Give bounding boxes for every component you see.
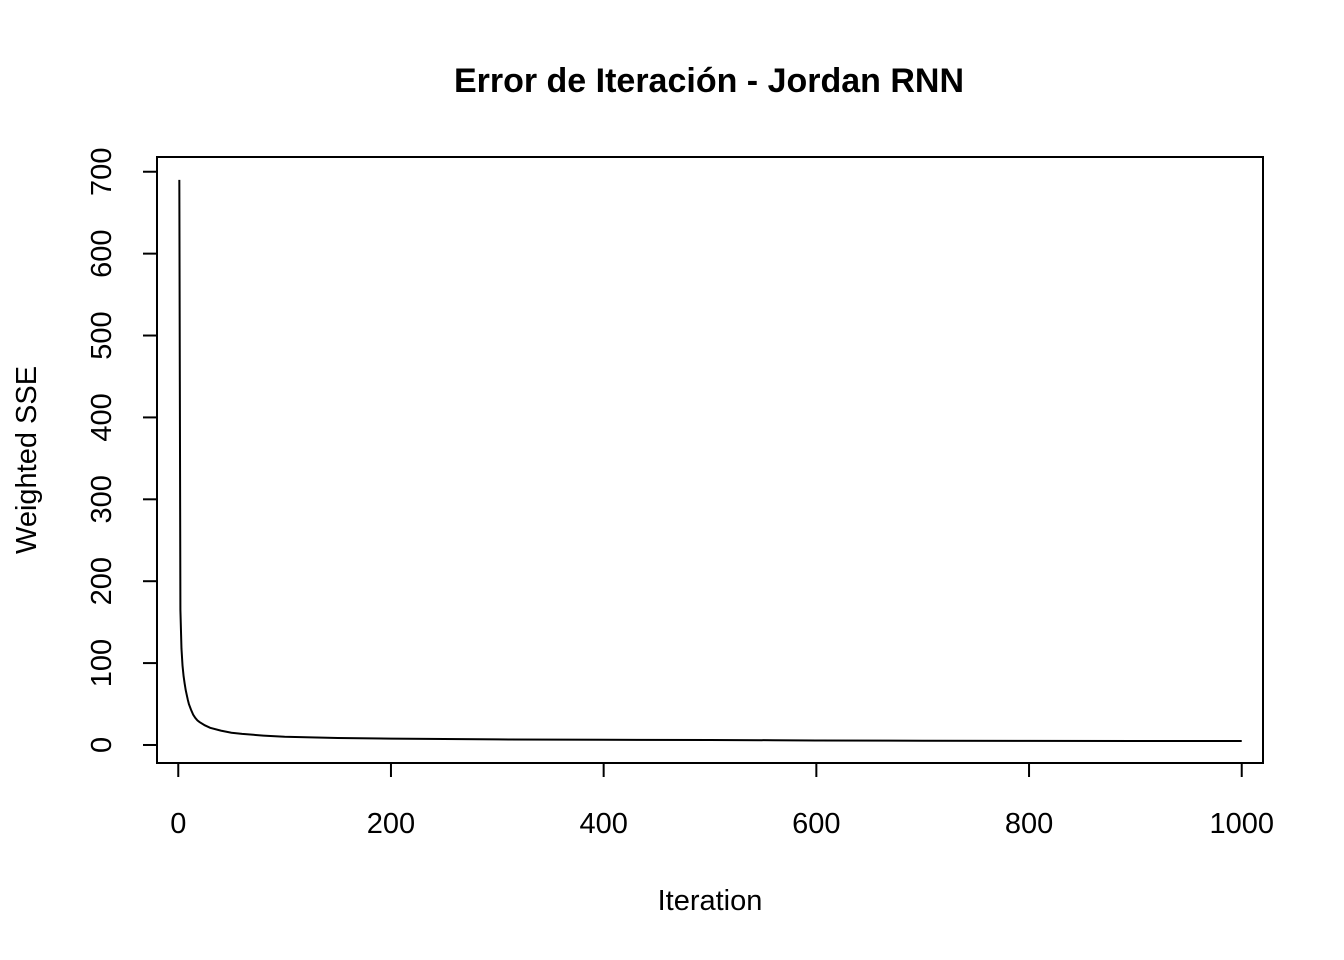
x-tick-label: 600 bbox=[792, 808, 840, 840]
x-tick-label: 400 bbox=[579, 808, 627, 840]
y-tick-label: 600 bbox=[86, 229, 118, 277]
plot-frame bbox=[156, 156, 1264, 764]
y-axis: 0 100 200 300 400 500 600 700 bbox=[86, 148, 158, 753]
y-tick-label: 700 bbox=[86, 148, 118, 196]
x-tick-label: 0 bbox=[170, 808, 186, 840]
y-tick-label: 100 bbox=[86, 639, 118, 687]
series-line bbox=[178, 179, 1242, 743]
y-tick-label: 400 bbox=[86, 393, 118, 441]
x-tick-label: 200 bbox=[367, 808, 415, 840]
x-tick-label: 800 bbox=[1005, 808, 1053, 840]
chart-title: Error de Iteración - Jordan RNN bbox=[454, 62, 964, 100]
y-tick-label: 300 bbox=[86, 475, 118, 523]
y-axis-label: Weighted SSE bbox=[11, 366, 43, 554]
y-tick-label: 200 bbox=[86, 557, 118, 605]
x-axis-label: Iteration bbox=[658, 885, 763, 917]
y-tick-label: 500 bbox=[86, 311, 118, 359]
x-axis: 0 200 400 600 800 1000 bbox=[170, 762, 1274, 840]
y-tick-label: 0 bbox=[86, 737, 118, 753]
x-tick-label: 1000 bbox=[1209, 808, 1274, 840]
